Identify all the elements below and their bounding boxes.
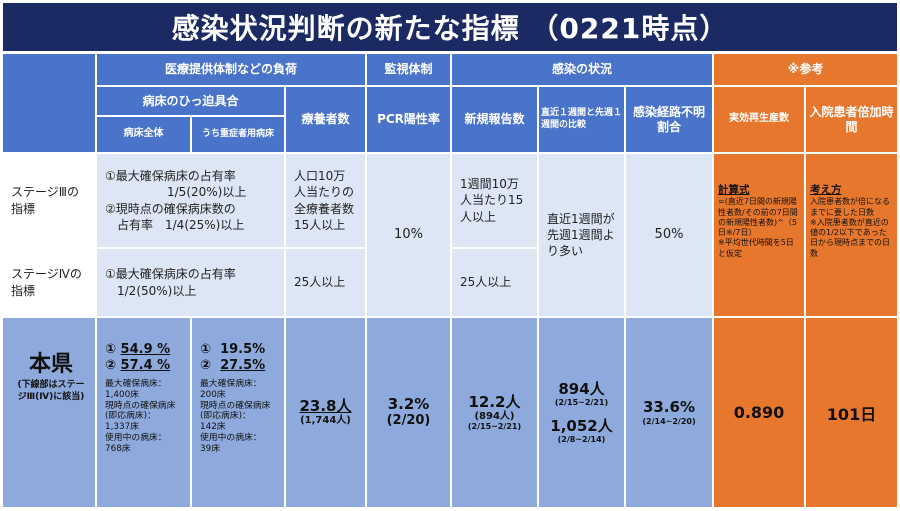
header-recuperating: 療養者数 <box>286 87 365 152</box>
all-beds-rate-1: 54.9 % <box>120 342 171 357</box>
new-reports-count: (894人) <box>474 410 515 422</box>
header-reference: ※参考 <box>714 54 897 85</box>
header-new-reports: 新規報告数 <box>452 87 537 152</box>
weekly-previous: 1,052人 <box>550 416 613 435</box>
stage3-new-reports: 1週間10万人当たり15人以上 <box>452 154 537 247</box>
stage3-beds-line1: ①最大確保病床の占有率 <box>105 169 236 184</box>
all-beds-mark-1: ① <box>105 342 117 357</box>
stage3-beds-line2: 1/5(20%)以上 <box>167 185 247 200</box>
prefecture-label: 本県 (下線部はステージⅢ(Ⅳ)に該当) <box>3 318 95 507</box>
header-weekly-compare: 直近１週間と先週１週間の比較 <box>539 87 624 152</box>
header-reproduction: 実効再生産数 <box>714 87 804 152</box>
weekly-current: 894人 <box>558 380 605 399</box>
stage4-beds-line2: 1/2(50%)以上 <box>117 283 197 298</box>
new-reports-range: (2/15~2/21) <box>467 422 522 432</box>
header-doubling: 入院患者倍加時間 <box>806 87 897 152</box>
stage4-recuperating: 25人以上 <box>286 249 365 316</box>
detail-line: 39床 <box>200 443 220 454</box>
detail-line: 200床 <box>200 389 226 400</box>
recuperating-count: (1,744人) <box>300 415 351 427</box>
detail-line: 現時点の確保病床(即応病床)： <box>200 400 271 422</box>
prefecture-new-reports: 12.2人 (894人) (2/15~2/21) <box>452 318 537 507</box>
stage3-beds-line4: 占有率 1/4(25%)以上 <box>117 217 245 232</box>
stage4-beds: ①最大確保病床の占有率 1/2(50%)以上 <box>97 249 284 316</box>
concept-note: ※入院患者数が直近の値の1/2以下であった日から現時点までの日数 <box>810 217 890 258</box>
header-all-beds: 病床全体 <box>97 117 190 152</box>
header-infection-status: 感染の状況 <box>452 54 712 85</box>
page-title: 感染状況判断の新たな指標 （0221時点） <box>3 3 897 51</box>
header-unknown-route: 感染経路不明割合 <box>626 87 712 152</box>
severe-beds-rate-1: 19.5% <box>220 342 266 357</box>
severe-beds-details: 最大確保病床： 200床 現時点の確保病床(即応病床)： 142床 使用中の病床… <box>200 379 280 454</box>
pcr-date: (2/20) <box>386 412 431 428</box>
stage3-recuperating: 人口10万人当たりの全療養者数15人以上 <box>286 154 365 247</box>
stage4-new-reports: 25人以上 <box>452 249 537 316</box>
detail-line: 最大確保病床： <box>200 379 262 390</box>
pcr-value: 3.2% <box>387 395 430 414</box>
prefecture-recuperating: 23.8人 (1,744人) <box>286 318 365 507</box>
stage4-beds-line1: ①最大確保病床の占有率 <box>105 267 236 282</box>
detail-line: 現時点の確保病床(即応病床)： <box>105 400 176 422</box>
prefecture-severe-beds: ① 19.5% ② 27.5% 最大確保病床： 200床 現時点の確保病床(即応… <box>192 318 284 507</box>
calc-heading: 計算式 <box>718 184 750 196</box>
detail-line: 1,400床 <box>105 389 139 400</box>
weekly-current-range: (2/15~2/21) <box>554 398 609 408</box>
recuperating-value: 23.8人 <box>299 397 352 416</box>
stage3-beds: ①最大確保病床の占有率 1/5(20%)以上 ②現時点の確保病床数の 占有率 1… <box>97 154 284 247</box>
calc-body: =(直近7日間の新規陽性者数/その前の7日間の新規陽性者数)^（5日※/7日） <box>718 197 798 238</box>
stage3-label: ステージⅢの指標 <box>3 154 95 247</box>
concept-body: 入院患者数が倍になるまでに要した日数 <box>810 197 890 217</box>
stage3-beds-line3: ②現時点の確保病床数の <box>105 201 236 216</box>
weekly-previous-range: (2/8~2/14) <box>557 434 606 444</box>
stage-unknown-route: 50% <box>626 154 712 316</box>
concept-heading: 考え方 <box>810 184 842 196</box>
detail-line: 1,337床 <box>105 422 139 433</box>
header-severe-beds: うち重症者用病床 <box>192 117 284 152</box>
header-medical-burden: 医療提供体制などの負荷 <box>97 54 365 85</box>
all-beds-details: 最大確保病床： 1,400床 現時点の確保病床(即応病床)： 1,337床 使用… <box>105 379 186 454</box>
unknown-range: (2/14~2/20) <box>642 416 696 426</box>
header-pcr-rate: PCR陽性率 <box>367 87 450 152</box>
reproduction-formula: 計算式 =(直近7日間の新規陽性者数/その前の7日間の新規陽性者数)^（5日※/… <box>714 154 804 316</box>
header-monitoring: 監視体制 <box>367 54 450 85</box>
all-beds-mark-2: ② <box>105 357 117 373</box>
header-bed-pressure: 病床のひっ迫具合 <box>97 87 284 115</box>
severe-beds-mark-1: ① <box>200 342 212 357</box>
doubling-concept: 考え方 入院患者数が倍になるまでに要した日数 ※入院患者数が直近の値の1/2以下… <box>806 154 897 316</box>
stage-pcr-threshold: 10% <box>367 154 450 316</box>
prefecture-all-beds: ① 54.9 % ② 57.4 % 最大確保病床： 1,400床 現時点の確保病… <box>97 318 190 507</box>
detail-line: 使用中の病床： <box>200 432 262 443</box>
detail-line: 使用中の病床： <box>105 432 167 443</box>
detail-line: 768床 <box>105 443 131 454</box>
all-beds-rate-2: 57.4 % <box>120 357 171 373</box>
unknown-value: 33.6% <box>642 398 696 417</box>
prefecture-title: 本県 <box>28 352 73 377</box>
corner-header <box>3 54 95 152</box>
new-reports-value: 12.2人 <box>468 392 521 411</box>
prefecture-doubling: 101日 <box>806 318 897 507</box>
calc-note: ※平均世代時間を5日と仮定 <box>718 238 794 258</box>
prefecture-reproduction: 0.890 <box>714 318 804 507</box>
prefecture-note: (下線部はステージⅢ(Ⅳ)に該当) <box>17 380 85 402</box>
prefecture-pcr: 3.2% (2/20) <box>367 318 450 507</box>
prefecture-weekly: 894人 (2/15~2/21) 1,052人 (2/8~2/14) <box>539 318 624 507</box>
severe-beds-mark-2: ② <box>200 357 212 373</box>
stage4-label: ステージⅣの指標 <box>3 249 95 316</box>
prefecture-unknown-route: 33.6% (2/14~2/20) <box>626 318 712 507</box>
stage-weekly-compare: 直近1週間が先週1週間より多い <box>539 154 624 316</box>
detail-line: 最大確保病床： <box>105 379 167 390</box>
severe-beds-rate-2: 27.5% <box>220 357 266 373</box>
detail-line: 142床 <box>200 422 226 433</box>
